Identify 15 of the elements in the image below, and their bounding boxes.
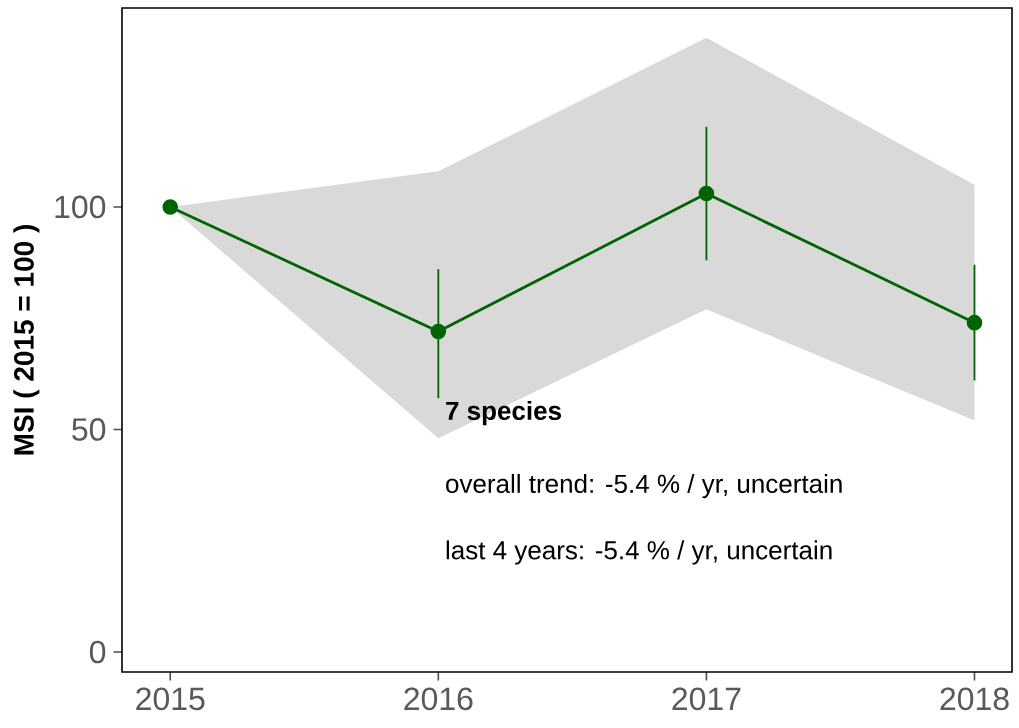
y-tick-label: 0 — [89, 640, 106, 664]
point — [162, 199, 179, 215]
x-tick-label: 2017 — [672, 687, 741, 711]
y-tick-label: 100 — [55, 195, 106, 219]
x-tick-label: 2018 — [940, 687, 1009, 711]
annotation: overall trend: -5.4 % / yr, uncertain — [446, 473, 842, 499]
y-tick-label: 50 — [72, 418, 106, 441]
annotation: 7 species — [446, 400, 561, 426]
point — [430, 323, 447, 340]
point — [698, 185, 715, 202]
x-tick-label: 2015 — [136, 687, 205, 711]
point — [966, 314, 983, 331]
y-axis-title: MSI ( 2015 = 100 ) — [13, 225, 40, 455]
x-tick-label: 2016 — [404, 687, 473, 711]
annotation: last 4 years: -5.4 % / yr, uncertain — [446, 540, 832, 565]
